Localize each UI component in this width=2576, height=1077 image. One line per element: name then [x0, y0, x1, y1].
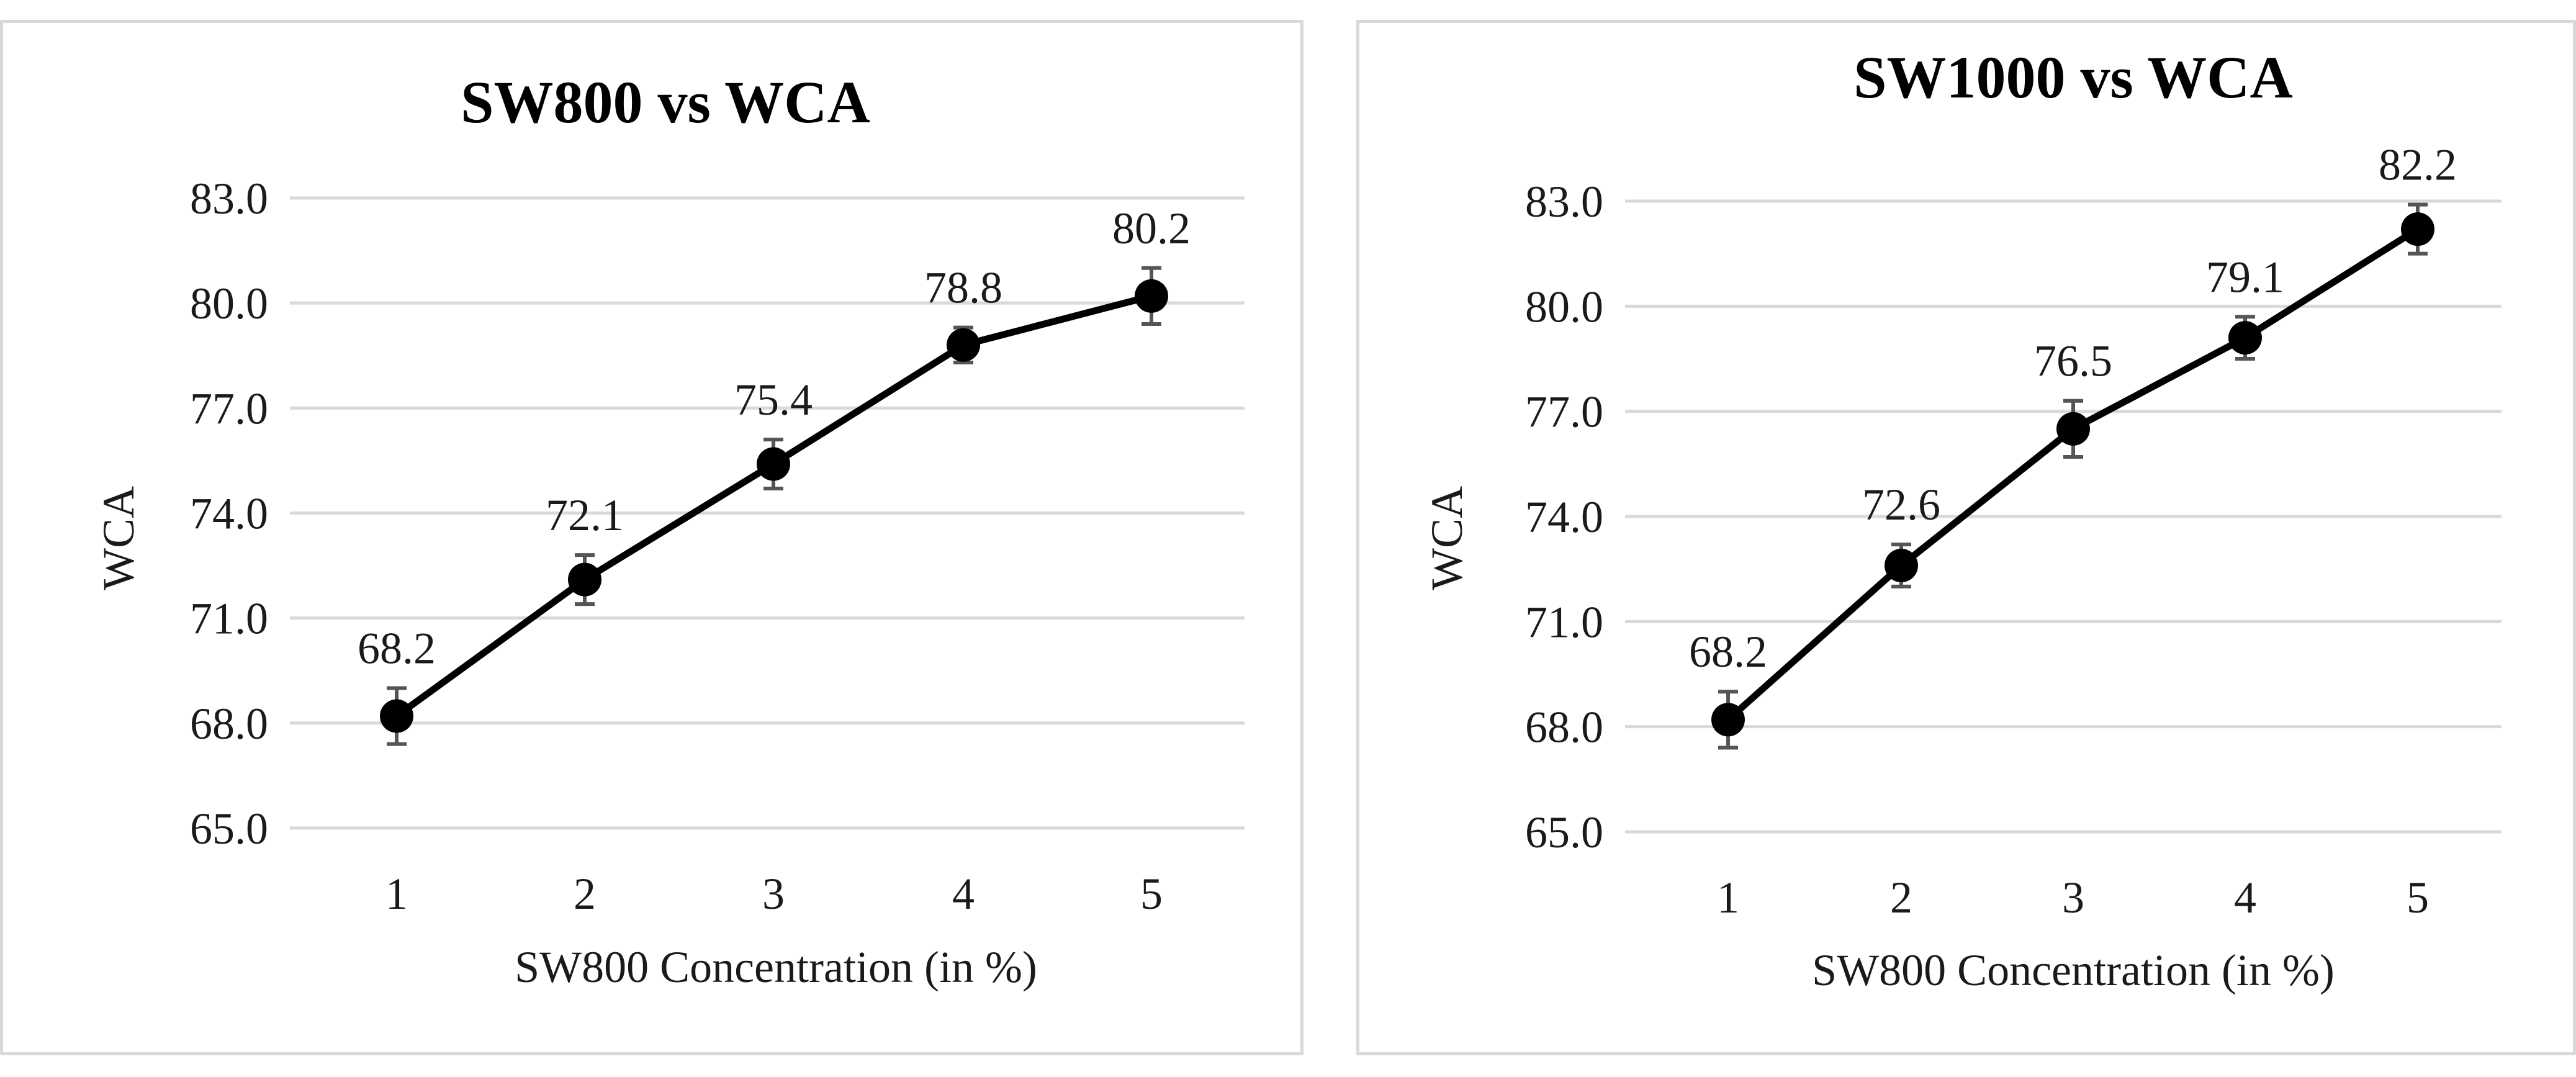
x-axis-title: SW800 Concentration (in %): [1812, 945, 2335, 995]
data-point: [380, 699, 413, 733]
y-tick-label: 65.0: [190, 804, 268, 854]
x-tick-label: 1: [385, 869, 408, 919]
data-point: [1885, 549, 1918, 583]
data-label: 68.2: [358, 623, 436, 673]
chart-panel-sw800: SW800 vs WCA WCA SW800 Concentration (in…: [0, 20, 1304, 1055]
x-tick-label: 3: [762, 869, 785, 919]
data-label: 68.2: [1689, 627, 1767, 677]
y-tick-label: 71.0: [190, 594, 268, 644]
x-tick-label: 4: [952, 869, 975, 919]
data-label: 79.1: [2206, 252, 2284, 302]
data-label: 78.8: [924, 263, 1002, 313]
data-point: [2228, 321, 2262, 355]
data-label: 72.1: [546, 490, 624, 540]
data-point: [2401, 212, 2434, 246]
data-point: [1711, 703, 1745, 737]
data-label: 72.6: [1862, 480, 1940, 529]
chart-svg: SW1000 vs WCA WCA SW800 Concentration (i…: [1422, 44, 2502, 995]
x-tick-label: 2: [574, 869, 596, 919]
data-point: [568, 562, 601, 597]
data-point: [2056, 412, 2090, 446]
y-tick-label: 77.0: [190, 384, 268, 433]
series-line: [1724, 225, 2421, 723]
y-tick-label: 77.0: [1525, 387, 1603, 437]
data-point: [757, 447, 790, 481]
y-tick-label: 65.0: [1525, 808, 1603, 857]
series-line: [393, 292, 1155, 720]
chart-title: SW800 vs WCA: [461, 69, 870, 135]
chart-title: SW1000 vs WCA: [1853, 44, 2293, 110]
x-tick-label: 1: [1717, 873, 1739, 922]
chart-svg: SW800 vs WCA WCA SW800 Concentration (in…: [94, 69, 1245, 992]
y-tick-label: 74.0: [1525, 492, 1603, 542]
data-point: [1135, 279, 1168, 313]
data-label: 80.2: [1112, 204, 1191, 253]
y-tick-label: 80.0: [1525, 282, 1603, 331]
x-tick-label: 4: [2234, 873, 2256, 922]
y-tick-label: 68.0: [190, 699, 268, 749]
x-tick-label: 5: [1140, 869, 1163, 919]
data-point: [947, 328, 980, 362]
data-label: 75.4: [734, 375, 813, 425]
data-label: 76.5: [2034, 336, 2112, 386]
x-tick-label: 3: [2062, 873, 2084, 922]
y-tick-label: 83.0: [190, 174, 268, 223]
y-axis-title: WCA: [1422, 486, 1472, 590]
y-tick-label: 83.0: [1525, 177, 1603, 227]
y-axis-title: WCA: [94, 486, 143, 590]
y-tick-label: 71.0: [1525, 597, 1603, 647]
y-tick-label: 74.0: [190, 489, 268, 539]
chart-panel-sw1000: SW1000 vs WCA WCA SW800 Concentration (i…: [1356, 20, 2576, 1055]
x-axis-title: SW800 Concentration (in %): [515, 942, 1037, 992]
y-tick-label: 68.0: [1525, 703, 1603, 752]
y-tick-label: 80.0: [190, 279, 268, 328]
x-tick-label: 5: [2407, 873, 2429, 922]
x-tick-label: 2: [1890, 873, 1912, 922]
data-label: 82.2: [2379, 140, 2457, 190]
